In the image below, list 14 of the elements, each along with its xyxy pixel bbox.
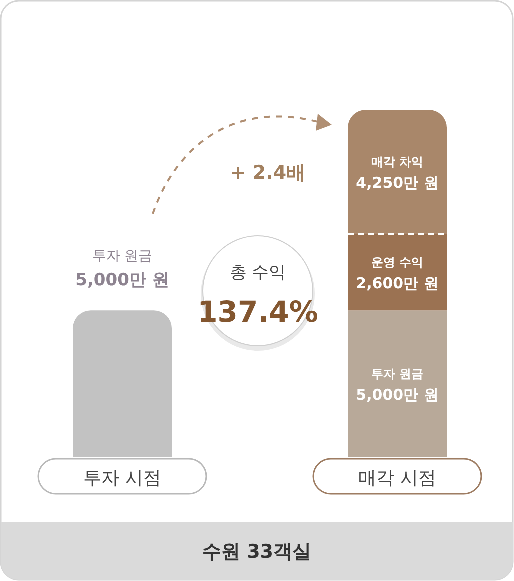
text: 수원 33객실 [202, 541, 312, 563]
annotation: 137.4% [198, 295, 318, 329]
x-tick-label: 매각 시점 [358, 468, 436, 489]
series-label: 매각 차익 [371, 155, 424, 170]
series-label: 투자 원금 [371, 366, 424, 381]
data-label: 5,000만 원 [76, 270, 170, 291]
x-tick-label: 투자 시점 [84, 468, 162, 489]
text: 투자 원금 [92, 248, 153, 265]
data-label: 5,000만 원 [356, 386, 439, 404]
data-label: 4,250만 원 [356, 174, 439, 192]
annotation: 총 수익 [230, 263, 286, 283]
series-label: 운영 수익 [371, 256, 424, 270]
data-label: 2,600만 원 [356, 274, 439, 293]
annotation: + 2.4배 [230, 162, 306, 184]
